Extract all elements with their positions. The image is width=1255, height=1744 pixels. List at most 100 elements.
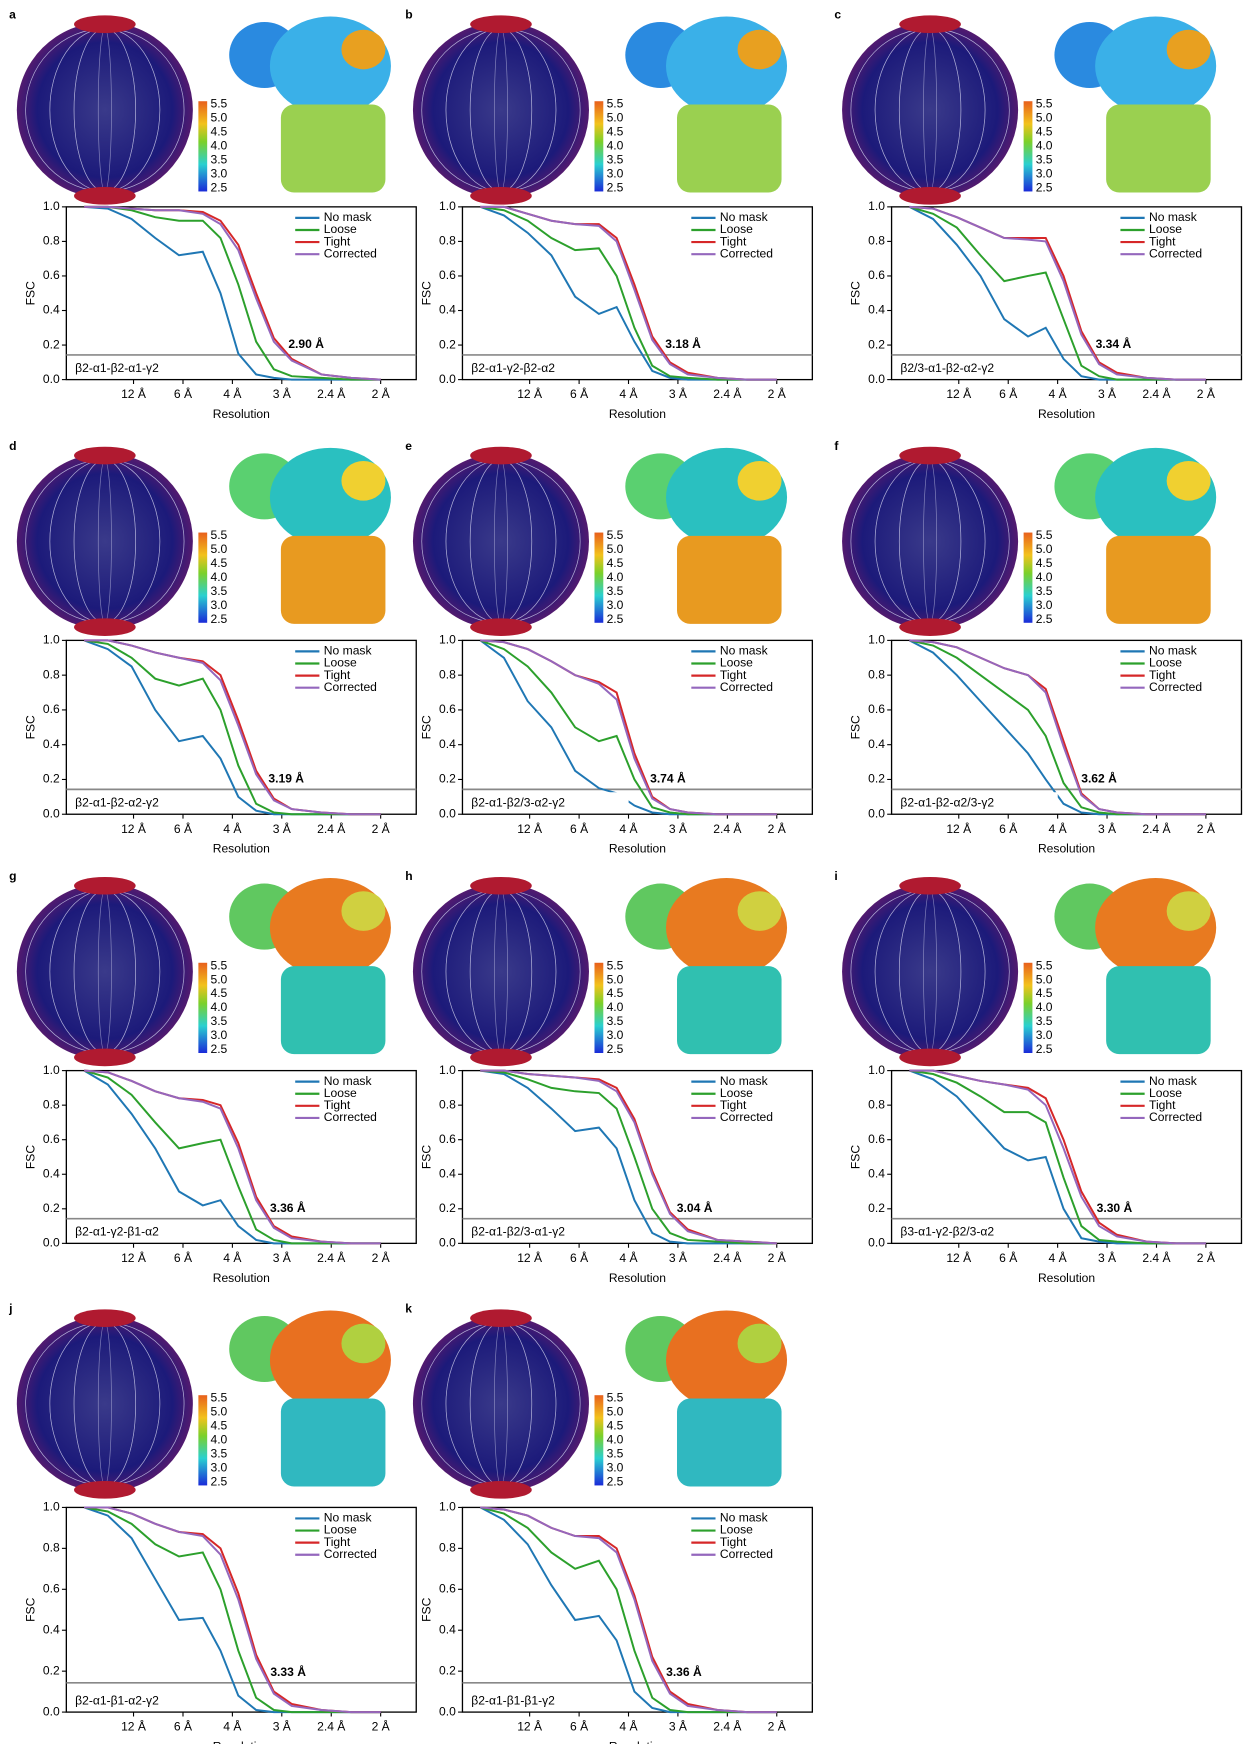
colorbar-label: 2.5 xyxy=(1036,1042,1053,1056)
density-map xyxy=(1106,535,1211,624)
colorbar-label: 3.5 xyxy=(210,153,227,167)
x-tick-label: 3 Å xyxy=(273,821,292,836)
legend-label: Loose xyxy=(324,1523,357,1537)
y-tick-label: 0.6 xyxy=(439,702,456,716)
x-tick-label: 4 Å xyxy=(223,1250,242,1265)
colorbar-label: 4.0 xyxy=(1036,570,1053,584)
resolution-label: 3.18 Å xyxy=(665,336,701,351)
colorbar-label: 5.0 xyxy=(607,111,624,125)
colorbar-label: 3.5 xyxy=(607,153,624,167)
fsc-curve xyxy=(909,1069,1206,1245)
orientation-sphere xyxy=(412,453,589,630)
colorbar-label: 5.0 xyxy=(1036,111,1053,125)
plot-area xyxy=(461,1069,814,1245)
colorbar-label: 5.0 xyxy=(607,542,624,556)
y-tick-label: 0.4 xyxy=(868,737,885,751)
colorbar xyxy=(198,962,208,1054)
legend-label: Tight xyxy=(324,1535,351,1549)
sphere-cap xyxy=(470,1048,532,1067)
x-axis-label: Resolution xyxy=(1038,407,1095,421)
x-tick-label: 2.4 Å xyxy=(713,821,742,836)
colorbar-label: 3.0 xyxy=(607,598,624,612)
y-axis-label: FSC xyxy=(419,1597,433,1621)
orientation-sphere xyxy=(16,883,193,1060)
x-tick-label: 3 Å xyxy=(273,1250,292,1265)
panel-label: c xyxy=(834,8,841,22)
y-tick-label: 0.2 xyxy=(43,1201,60,1215)
fsc-curve xyxy=(480,1069,777,1245)
y-tick-label: 0.0 xyxy=(43,806,60,820)
colorbar-label: 3.5 xyxy=(607,1014,624,1028)
density-map xyxy=(1166,461,1211,501)
density-map xyxy=(1166,891,1211,931)
y-tick-label: 0.6 xyxy=(439,1581,456,1595)
legend-label: No mask xyxy=(324,1074,373,1088)
colorbar-label: 3.5 xyxy=(607,1447,624,1461)
fsc-curve xyxy=(909,205,1206,381)
x-tick-label: 4 Å xyxy=(223,1719,242,1734)
colorbar-label: 3.0 xyxy=(607,1461,624,1475)
y-tick-label: 0.2 xyxy=(868,1201,885,1215)
fsc-curve xyxy=(480,639,777,816)
colorbar-label: 4.0 xyxy=(607,139,624,153)
y-tick-label: 0.4 xyxy=(868,1166,885,1180)
y-tick-label: 0.8 xyxy=(43,1541,60,1555)
y-tick-label: 0.4 xyxy=(43,1622,60,1636)
x-axis-label: Resolution xyxy=(1038,1271,1095,1285)
model-label: β2-α1-β2-α2/3-γ2 xyxy=(900,795,994,809)
density-map xyxy=(677,535,782,624)
x-axis-label: Resolution xyxy=(609,1740,666,1744)
x-tick-label: 6 Å xyxy=(174,821,193,836)
legend-label: Corrected xyxy=(720,1547,773,1561)
x-tick-label: 12 Å xyxy=(946,386,972,401)
density-map xyxy=(737,29,782,70)
y-tick-label: 0.6 xyxy=(868,1132,885,1146)
fsc-curve xyxy=(480,1506,777,1714)
plot-area xyxy=(890,639,1243,815)
model-label: β2/3-α1-β2-α2-γ2 xyxy=(900,361,994,375)
model-label: β2-α1-γ2-β2-α2 xyxy=(471,361,555,375)
legend-label: Corrected xyxy=(720,680,773,694)
y-axis-label: FSC xyxy=(419,281,433,305)
orientation-sphere xyxy=(16,453,193,630)
y-tick-label: 0.0 xyxy=(868,806,885,820)
legend-label: Loose xyxy=(1149,222,1182,236)
plot-area xyxy=(890,206,1243,381)
colorbar-label: 3.0 xyxy=(1036,167,1053,181)
sphere-cap xyxy=(74,1481,136,1499)
density-map xyxy=(280,966,386,1055)
sphere-cap xyxy=(470,446,532,465)
x-tick-label: 2.4 Å xyxy=(713,1719,742,1734)
y-tick-label: 0.2 xyxy=(868,772,885,786)
colorbar-label: 3.0 xyxy=(210,598,227,612)
colorbar-label: 4.0 xyxy=(210,570,227,584)
legend-label: Loose xyxy=(324,222,357,236)
colorbar-label: 3.0 xyxy=(210,1461,227,1475)
colorbar xyxy=(594,101,604,192)
density-map xyxy=(341,891,386,931)
y-tick-label: 0.4 xyxy=(43,303,60,317)
y-tick-label: 0.8 xyxy=(868,667,885,681)
y-tick-label: 1.0 xyxy=(43,633,60,647)
sphere-cap xyxy=(470,1309,532,1327)
resolution-label: 3.74 Å xyxy=(650,771,686,786)
resolution-label: 3.30 Å xyxy=(1097,1200,1133,1215)
x-tick-label: 2 Å xyxy=(1197,821,1216,836)
colorbar-label: 5.0 xyxy=(607,1405,624,1419)
colorbar-label: 4.0 xyxy=(210,1000,227,1014)
fsc-curve xyxy=(480,205,777,381)
sphere-cap xyxy=(899,187,961,205)
x-axis-label: Resolution xyxy=(1038,842,1095,856)
y-tick-label: 0.4 xyxy=(868,303,885,317)
legend-label: No mask xyxy=(324,210,373,224)
orientation-sphere xyxy=(412,1315,589,1493)
density-map xyxy=(341,29,386,70)
model-label-box xyxy=(67,1221,233,1243)
y-tick-label: 1.0 xyxy=(439,199,456,213)
x-tick-label: 6 Å xyxy=(174,386,193,401)
y-tick-label: 0.6 xyxy=(43,702,60,716)
y-tick-label: 0.4 xyxy=(439,737,456,751)
resolution-label: 3.36 Å xyxy=(270,1200,306,1215)
colorbar-label: 5.5 xyxy=(210,958,227,972)
colorbar xyxy=(1023,532,1033,623)
